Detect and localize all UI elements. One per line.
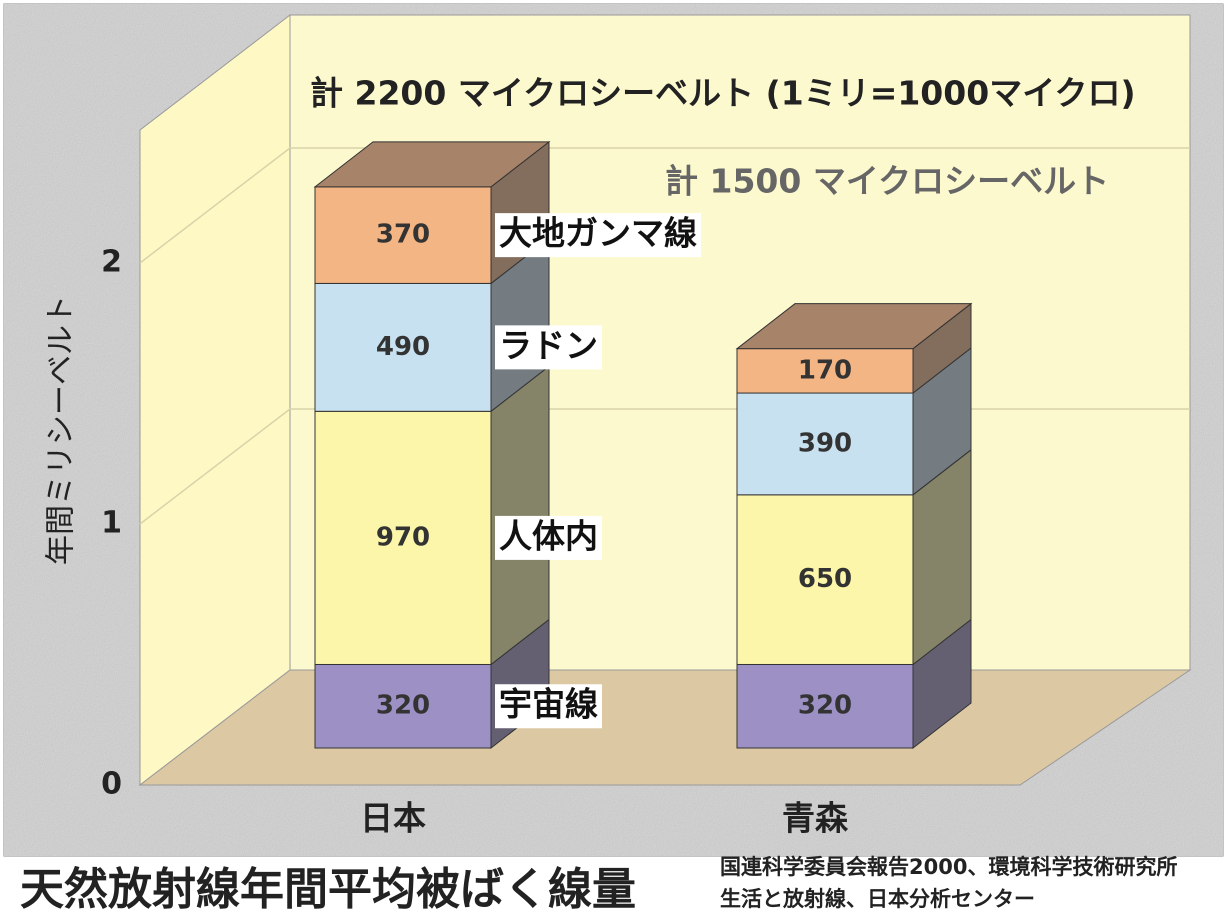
series-label: 宇宙線 bbox=[499, 685, 598, 724]
bar-side bbox=[490, 365, 550, 666]
bar-top bbox=[735, 303, 973, 350]
source: 国連科学委員会報告2000、環境科学技術研究所 bbox=[720, 855, 1177, 879]
source: 生活と放射線、日本分析センター bbox=[720, 887, 1035, 911]
y-tick-label: 1 bbox=[101, 506, 122, 541]
bar-segment bbox=[314, 282, 492, 412]
bar-segment bbox=[314, 410, 492, 665]
value-label: 370 bbox=[376, 220, 430, 250]
series-label: ラドン bbox=[499, 326, 598, 365]
y-tick-label: 2 bbox=[101, 245, 122, 280]
bar-segment bbox=[314, 663, 492, 749]
value-label: 320 bbox=[798, 691, 852, 721]
annotation: 計 2200 マイクロシーベルト (1ミリ=1000マイクロ) bbox=[310, 74, 1136, 113]
series-label: 大地ガンマ線 bbox=[499, 214, 697, 253]
y-tick-label: 0 bbox=[101, 767, 122, 802]
series-label-bg bbox=[495, 325, 602, 370]
value-label: 320 bbox=[376, 691, 430, 721]
x-tick-label: 日本 bbox=[360, 799, 426, 838]
bar-segment bbox=[736, 348, 914, 394]
annotation: 計 1500 マイクロシーベルト bbox=[665, 162, 1109, 201]
series-label-bg bbox=[495, 684, 602, 729]
grid-line bbox=[139, 147, 1190, 264]
bar-segment bbox=[736, 494, 914, 665]
value-label: 490 bbox=[376, 332, 430, 362]
floor bbox=[138, 669, 1192, 786]
series-label-bg bbox=[495, 515, 602, 560]
y-axis-label: 年間ミリシーベルト bbox=[44, 295, 79, 565]
chart-title: 天然放射線年間平均被ばく線量 bbox=[20, 864, 636, 915]
x-tick-label: 青森 bbox=[782, 799, 849, 838]
value-label: 170 bbox=[798, 355, 852, 385]
value-label: 970 bbox=[376, 522, 430, 552]
value-label: 390 bbox=[798, 428, 852, 458]
bar-segment bbox=[736, 663, 914, 749]
series-label: 人体内 bbox=[499, 516, 598, 555]
left-wall bbox=[139, 13, 291, 787]
bar-top bbox=[313, 141, 551, 188]
bar-segment bbox=[736, 392, 914, 496]
series-label-bg bbox=[495, 213, 701, 258]
value-label: 650 bbox=[798, 564, 852, 594]
